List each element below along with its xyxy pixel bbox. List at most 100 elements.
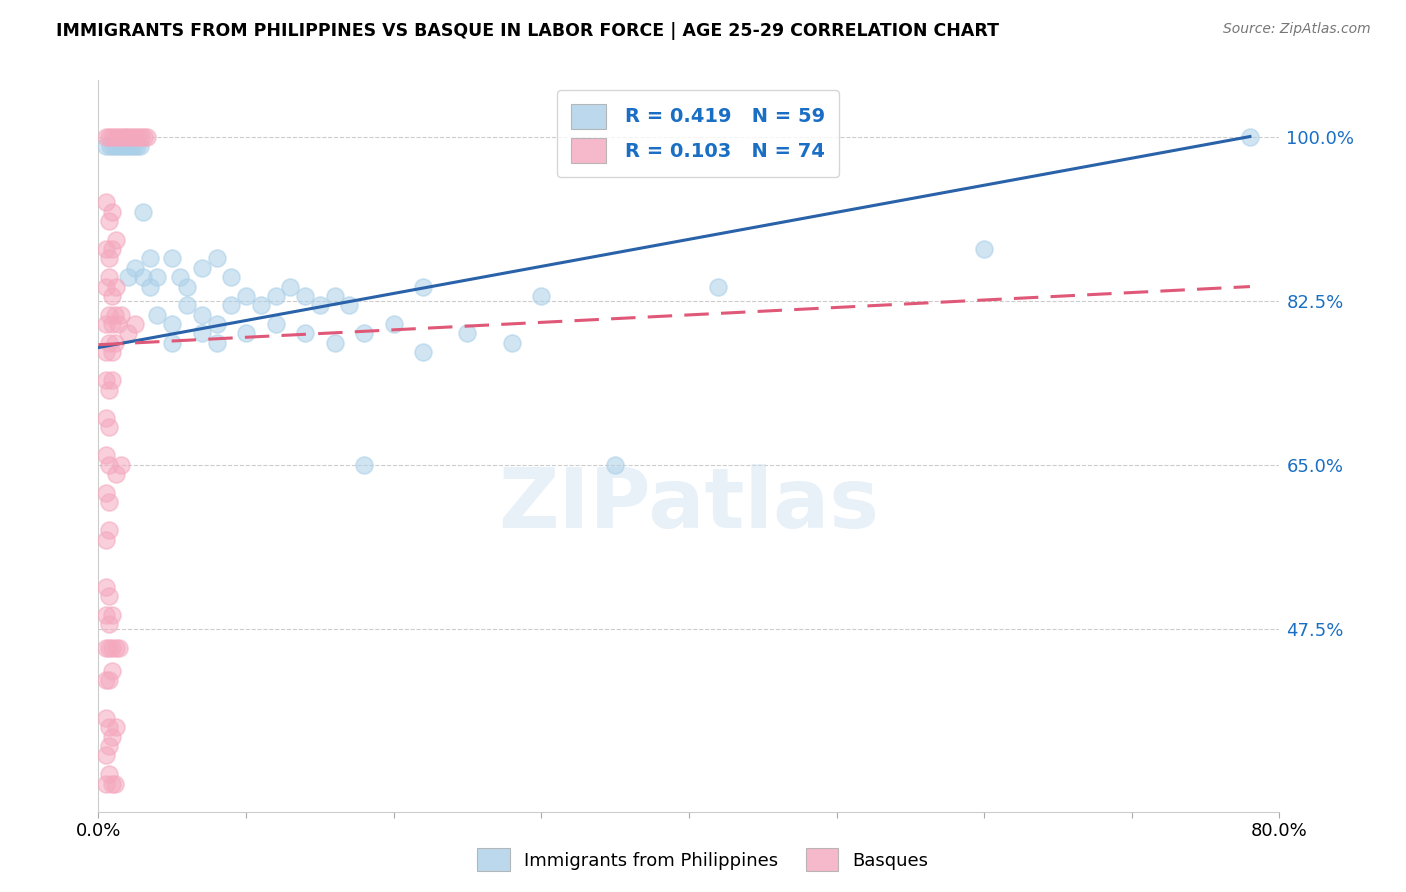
Point (104, 308, 127, 322)
Point (264, 317, 287, 331)
Point (162, 317, 183, 331)
Point (124, 129, 146, 144)
Point (162, 335, 183, 350)
Point (294, 289, 316, 303)
Point (97, 214, 120, 228)
Point (205, 335, 228, 350)
Point (309, 298, 332, 312)
Point (124, 317, 146, 331)
Point (97, 270, 120, 285)
Point (97, 524, 120, 538)
Point (94, 373, 117, 387)
Point (100, 730, 122, 744)
Point (100, 204, 122, 219)
Point (132, 204, 155, 219)
Point (94, 748, 117, 763)
Point (162, 252, 183, 266)
Point (94, 533, 117, 547)
Point (973, 242, 995, 256)
Point (97, 458, 120, 472)
Point (100, 129, 122, 144)
Point (280, 279, 302, 293)
Point (100, 345, 122, 359)
Point (264, 289, 287, 303)
Point (97, 640, 120, 655)
Point (94, 640, 117, 655)
Point (94, 279, 117, 293)
Point (108, 640, 131, 655)
Point (501, 335, 523, 350)
Point (146, 270, 169, 285)
Point (129, 129, 152, 144)
Point (124, 260, 146, 275)
Point (97, 767, 120, 781)
Point (94, 410, 117, 425)
Point (294, 326, 316, 341)
Point (250, 298, 273, 312)
Point (104, 776, 127, 790)
Point (97, 129, 120, 144)
Point (121, 129, 143, 144)
Legend: Immigrants from Philippines, Basques: Immigrants from Philippines, Basques (470, 841, 936, 879)
Point (353, 458, 375, 472)
Point (132, 270, 155, 285)
Point (221, 298, 243, 312)
Point (98, 139, 121, 153)
Point (235, 326, 257, 341)
Point (457, 326, 479, 341)
Point (94, 711, 117, 725)
Point (353, 326, 375, 341)
Point (94, 139, 117, 153)
Point (115, 129, 138, 144)
Point (97, 335, 120, 350)
Point (118, 129, 141, 144)
Point (94, 195, 117, 210)
Point (104, 129, 127, 144)
Point (323, 335, 346, 350)
Point (108, 139, 131, 153)
Point (97, 495, 120, 509)
Point (191, 260, 214, 275)
Point (120, 139, 142, 153)
Point (94, 317, 117, 331)
Point (94, 776, 117, 790)
Point (176, 279, 198, 293)
Point (117, 139, 139, 153)
Point (100, 640, 122, 655)
Point (139, 252, 162, 266)
Point (134, 129, 156, 144)
Point (125, 139, 148, 153)
Point (111, 139, 134, 153)
Text: Source: ZipAtlas.com: Source: ZipAtlas.com (1223, 22, 1371, 37)
Point (105, 720, 128, 734)
Point (105, 139, 128, 153)
Point (100, 607, 122, 622)
Point (1239, 129, 1261, 144)
Point (97, 720, 120, 734)
Point (112, 129, 135, 144)
Point (323, 289, 346, 303)
Point (105, 467, 128, 482)
Point (100, 289, 122, 303)
Point (105, 233, 128, 247)
Point (235, 289, 257, 303)
Point (105, 640, 128, 655)
Point (100, 664, 122, 678)
Point (94, 607, 117, 622)
Point (97, 739, 120, 753)
Point (128, 139, 150, 153)
Point (97, 420, 120, 434)
Point (127, 129, 149, 144)
Point (110, 458, 132, 472)
Point (94, 345, 117, 359)
Point (114, 139, 136, 153)
Point (117, 270, 139, 285)
Point (205, 252, 228, 266)
Point (221, 270, 243, 285)
Point (169, 270, 191, 285)
Point (97, 308, 120, 322)
Point (530, 289, 553, 303)
Point (94, 673, 117, 688)
Point (100, 317, 122, 331)
Text: ZIPatlas: ZIPatlas (499, 464, 879, 545)
